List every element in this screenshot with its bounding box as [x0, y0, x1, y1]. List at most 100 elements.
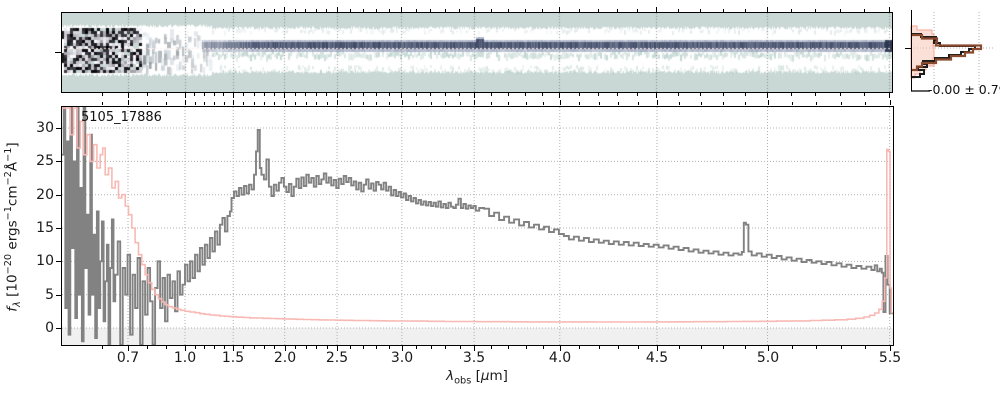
x-minor-tick — [815, 9, 816, 12]
x-major-tick — [185, 346, 186, 351]
x-minor-tick — [508, 102, 509, 105]
x-minor-tick — [350, 346, 351, 349]
x-minor-tick — [508, 93, 509, 96]
below-zero-shade — [62, 328, 893, 345]
x-minor-tick — [204, 9, 205, 12]
x-minor-tick — [445, 93, 446, 96]
x-minor-tick — [815, 93, 816, 96]
y-tick-label: 0 — [45, 320, 54, 336]
x-minor-tick — [525, 93, 526, 96]
x-minor-tick — [579, 346, 580, 349]
spectrum-1d-panel — [61, 106, 894, 346]
x-minor-tick — [445, 102, 446, 105]
x-minor-tick — [102, 9, 103, 12]
x-minor-tick — [316, 9, 317, 12]
x-minor-tick — [865, 346, 866, 349]
x-major-tick — [402, 100, 403, 105]
x-minor-tick — [204, 102, 205, 105]
x-minor-tick — [102, 346, 103, 349]
spectrum-1d-plot — [62, 107, 893, 345]
x-minor-tick — [147, 346, 148, 349]
x-minor-tick — [274, 93, 275, 96]
x-minor-tick — [327, 102, 328, 105]
x-tick-label: 1.0 — [173, 350, 197, 366]
x-minor-tick — [491, 102, 492, 105]
x-minor-tick — [316, 93, 317, 96]
x-minor-tick — [264, 9, 265, 12]
x-minor-tick — [254, 346, 255, 349]
x-minor-tick — [599, 346, 600, 349]
x-minor-tick — [430, 93, 431, 96]
spectrum-2d-heatmap — [62, 13, 892, 92]
x-minor-tick — [389, 9, 390, 12]
x-minor-tick — [295, 9, 296, 12]
x-tick-label: 4.5 — [645, 350, 669, 366]
x-minor-tick — [431, 346, 432, 349]
x-tick-label: 4.0 — [548, 350, 572, 366]
x-minor-tick — [637, 93, 638, 96]
x-minor-tick — [792, 102, 793, 105]
y-major-tick — [56, 328, 61, 329]
x-minor-tick — [840, 93, 841, 96]
x-minor-tick — [214, 346, 215, 349]
x-minor-tick — [102, 93, 103, 96]
x-minor-tick — [579, 93, 580, 96]
x-minor-tick — [841, 102, 842, 105]
x-major-tick — [559, 7, 560, 12]
x-minor-tick — [204, 346, 205, 349]
x-minor-tick — [254, 93, 255, 96]
x-minor-tick — [543, 346, 544, 349]
x-major-tick — [233, 7, 234, 12]
y-tick-label: 20 — [36, 187, 54, 203]
x-major-tick — [657, 100, 658, 105]
x-minor-tick — [678, 9, 679, 12]
x-minor-tick — [350, 9, 351, 12]
x-minor-tick — [243, 9, 244, 12]
x-major-tick — [128, 93, 129, 98]
x-major-tick — [656, 7, 657, 12]
x-minor-tick — [542, 9, 543, 12]
x-minor-tick — [295, 346, 296, 349]
x-major-tick — [185, 93, 186, 98]
x-minor-tick — [166, 9, 167, 12]
x-minor-tick — [264, 93, 265, 96]
x-minor-tick — [254, 9, 255, 12]
x-minor-tick — [445, 346, 446, 349]
x-major-tick — [402, 346, 403, 351]
x-minor-tick — [701, 346, 702, 349]
x-minor-tick — [243, 346, 244, 349]
x-major-tick — [284, 7, 285, 12]
x-major-tick — [337, 346, 338, 351]
x-minor-tick — [816, 346, 817, 349]
x-major-tick — [233, 93, 234, 98]
x-minor-tick — [194, 93, 195, 96]
x-major-tick — [185, 7, 186, 12]
x-major-tick — [559, 93, 560, 98]
x-minor-tick — [295, 93, 296, 96]
x-minor-tick — [214, 102, 215, 105]
residual-stats-label: -0.00 ± 0.79 — [928, 82, 1000, 97]
x-minor-tick — [223, 93, 224, 96]
x-minor-tick — [679, 346, 680, 349]
x-minor-tick — [579, 102, 580, 105]
x-minor-tick — [445, 9, 446, 12]
x-tick-label: 0.7 — [116, 350, 140, 366]
x-minor-tick — [864, 9, 865, 12]
x-minor-tick — [459, 9, 460, 12]
x-minor-tick — [376, 102, 377, 105]
x-minor-tick — [166, 93, 167, 96]
x-major-tick — [767, 7, 768, 12]
x-minor-tick — [745, 9, 746, 12]
x-minor-tick — [316, 102, 317, 105]
x-minor-tick — [491, 93, 492, 96]
x-minor-tick — [416, 9, 417, 12]
x-major-tick — [285, 100, 286, 105]
x-minor-tick — [327, 346, 328, 349]
x-major-tick — [337, 7, 338, 12]
x-minor-tick — [102, 102, 103, 105]
x-tick-label: 2.5 — [325, 350, 349, 366]
x-minor-tick — [637, 9, 638, 12]
x-minor-tick — [214, 9, 215, 12]
x-minor-tick — [526, 346, 527, 349]
